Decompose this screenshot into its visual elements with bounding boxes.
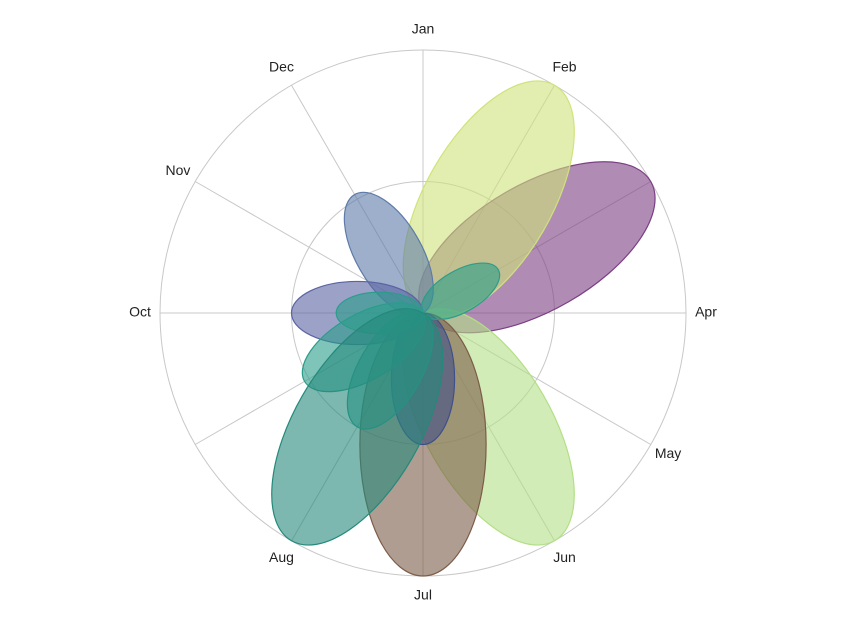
angle-label: Jul bbox=[414, 587, 432, 603]
angle-label: May bbox=[655, 445, 681, 461]
angle-label: Oct bbox=[129, 304, 151, 320]
angle-label: Feb bbox=[552, 59, 576, 75]
angle-label: Aug bbox=[269, 549, 294, 565]
angle-label: Dec bbox=[269, 59, 294, 75]
angle-label: Nov bbox=[165, 162, 190, 178]
petal bbox=[271, 308, 444, 546]
angle-label: Jan bbox=[412, 21, 435, 37]
angle-label: Apr bbox=[695, 304, 717, 320]
angle-label: Jun bbox=[553, 549, 576, 565]
